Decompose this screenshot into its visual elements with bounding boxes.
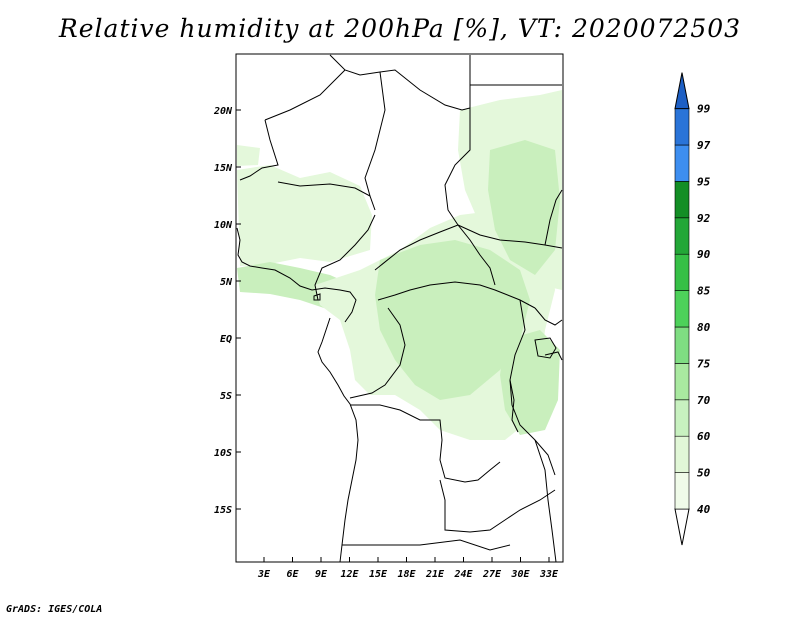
- lon-label: 12E: [340, 569, 359, 580]
- coastline-gabon-angola: [317, 317, 359, 563]
- border-uganda-kenya: [534, 307, 563, 326]
- lon-label: 6E: [286, 569, 299, 580]
- colorbar-segment: [674, 326, 690, 364]
- colorbar-label: 60: [697, 430, 711, 443]
- lat-label: EQ: [220, 334, 232, 345]
- colorbar-label: 75: [697, 357, 711, 370]
- border-car-drc: [377, 281, 536, 309]
- lon-label: 3E: [257, 569, 271, 580]
- lat-label: 5N: [220, 277, 233, 288]
- border-zambia-malawi: [534, 439, 557, 563]
- country-borders: [236, 54, 563, 563]
- colorbar-segment: [674, 108, 690, 146]
- border-niger-algeria: [264, 69, 346, 121]
- humidity-region-sahel-west: [237, 165, 372, 266]
- colorbar-segment: [674, 399, 690, 437]
- lon-label: 30E: [510, 569, 530, 580]
- lon-label: 21E: [425, 569, 445, 580]
- humidity-shading: [237, 90, 562, 440]
- border-congo-drc: [349, 307, 406, 399]
- colorbar-segment: [674, 290, 690, 328]
- colorbar-label: 97: [697, 139, 711, 152]
- colorbar-lower-triangle: [674, 508, 690, 546]
- colorbar-label: 85: [697, 285, 711, 298]
- lat-label: 5S: [220, 391, 232, 402]
- border-ethiopia: [544, 189, 563, 246]
- lon-label: 18E: [397, 569, 416, 580]
- lon-label: 27E: [482, 569, 502, 580]
- border-niger-chad: [364, 71, 386, 197]
- lake-victoria: [534, 337, 557, 359]
- colorbar: 40 50 60 70 75 80 85 90 92 95 97 99: [674, 72, 711, 546]
- border-tanzania: [544, 351, 563, 361]
- colorbar-segment: [674, 144, 690, 182]
- colorbar-segment: [674, 181, 690, 219]
- border-mali-niger: [239, 119, 279, 181]
- colorbar-label: 90: [697, 248, 711, 261]
- border-south-namibia: [342, 539, 511, 551]
- humidity-region-west-patch: [237, 145, 260, 166]
- border-angola-zambia: [439, 479, 556, 533]
- colorbar-label: 99: [697, 103, 711, 116]
- map-frame: [235, 53, 564, 563]
- map-title: Relative humidity at 200hPa [%], VT: 202…: [58, 14, 742, 43]
- latitude-axis: 20N 15N 10N 5N EQ 5S 10S 15S: [213, 106, 241, 516]
- lon-label: 15E: [369, 569, 388, 580]
- lon-label: 33E: [539, 569, 559, 580]
- lon-label: 9E: [315, 569, 328, 580]
- colorbar-label: 40: [697, 503, 711, 516]
- colorbar-label: 70: [697, 394, 711, 407]
- border-niger-nigeria: [277, 181, 376, 211]
- colorbar-segment: [674, 472, 690, 510]
- humidity-region-east-core: [488, 140, 560, 275]
- coastline-west-africa: [236, 227, 357, 323]
- colorbar-label: 80: [697, 321, 711, 334]
- lon-label: 24E: [453, 569, 473, 580]
- colorbar-label: 92: [697, 212, 711, 225]
- lat-label: 10S: [214, 448, 232, 459]
- lake-tanganyika: [509, 379, 519, 433]
- colorbar-segment: [674, 435, 690, 473]
- island-bioko: [313, 293, 321, 301]
- border-sahara-north: [329, 54, 471, 111]
- border-drc-angola: [350, 404, 501, 483]
- colorbar-segment: [674, 253, 690, 291]
- colorbar-label: 50: [697, 467, 711, 480]
- colorbar-segment: [674, 363, 690, 401]
- grads-credit: GrADS: IGES/COLA: [6, 604, 103, 615]
- colorbar-upper-triangle: [674, 72, 690, 110]
- lat-label: 20N: [213, 106, 233, 117]
- lat-label: 10N: [214, 220, 233, 231]
- colorbar-label: 95: [697, 175, 711, 188]
- border-nigeria-cameroon: [314, 214, 376, 301]
- lat-label: 15S: [214, 505, 232, 516]
- longitude-axis: 3E 6E 9E 12E 15E 18E 21E 24E 27E 30E 33E: [257, 557, 559, 580]
- border-east-lakes: [509, 299, 556, 476]
- lat-label: 15N: [214, 163, 233, 174]
- border-chad-sudan: [444, 108, 471, 226]
- colorbar-segment: [674, 217, 690, 255]
- border-sudan-ssudan: [457, 224, 563, 249]
- humidity-region-central-core: [375, 240, 530, 400]
